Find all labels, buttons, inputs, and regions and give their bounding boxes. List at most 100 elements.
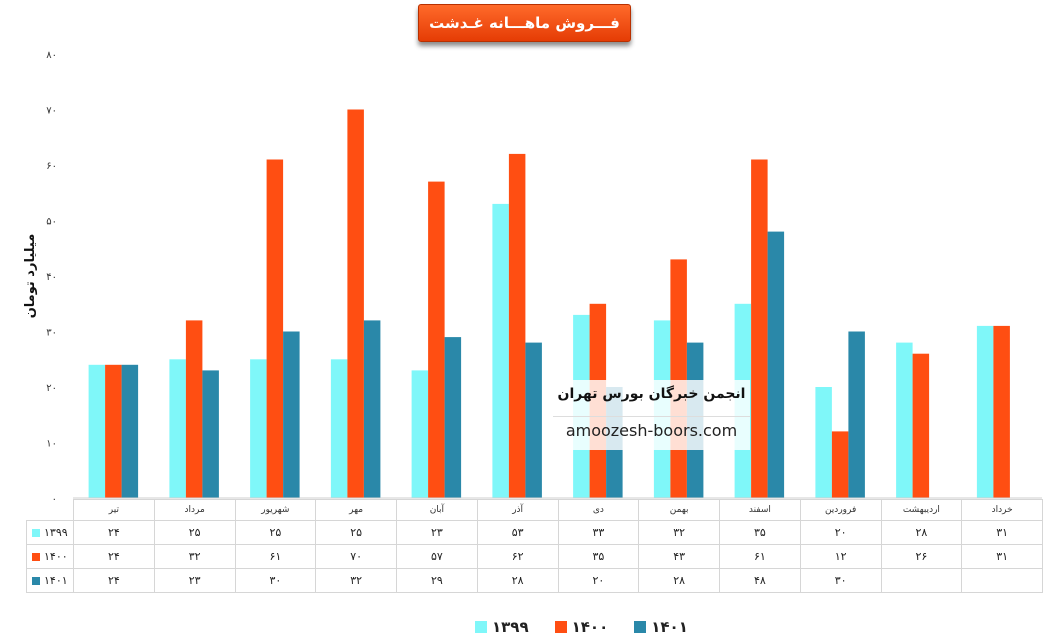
data-label: ۳۱ [961,520,1043,545]
data-label: ۲۸ [880,520,963,545]
bar [734,303,752,499]
x-tick-label: فروردین [799,499,882,521]
legend-item: ۱۴۰۰ [554,618,608,636]
bar [428,181,445,498]
data-label: ۳۲ [638,520,720,545]
bar [670,259,687,498]
data-label: ۶۲ [476,544,559,569]
data-label: ۴۸ [719,568,801,593]
bar [169,359,186,499]
legend-swatch [475,621,487,633]
table-row: ۱۴۰۱ ۲۴ ۲۳ ۳۰ ۳۲ ۲۹ ۲۸ ۲۰ ۲۸ ۴۸ ۳۰ [26,568,1043,593]
data-label: ۲۸ [476,568,559,593]
series-swatch [32,577,40,585]
bar [686,342,704,498]
bar [492,203,509,498]
data-label: ۳۰ [234,568,317,593]
data-label: ۲۵ [234,520,317,545]
legend-swatch [634,621,647,633]
data-label: ۷۰ [315,544,397,569]
data-label: ۳۱ [961,544,1043,569]
x-tick-label: شهریور [234,499,317,521]
table-row: ۱۴۰۰ ۲۴ ۳۲ ۶۱ ۷۰ ۵۷ ۶۲ ۳۵ ۴۳ ۶۱ ۱۲ ۲۶ ۳۱ [26,544,1043,569]
x-tick-label: اسفند [719,499,801,521]
bar [767,231,785,498]
series-row-header: ۱۴۰۰ [26,544,74,569]
data-label: ۲۴ [73,520,155,545]
x-tick-label: مرداد [153,499,236,521]
data-label: ۲۳ [153,568,236,593]
x-tick-label: اردیبهشت [880,499,963,521]
table-corner [26,499,74,521]
x-tick-label: آبان [396,499,478,521]
x-tick-label: خرداد [961,499,1043,521]
bar [653,320,671,498]
chart-title: فـــروش ماهـــانه غـدشت [418,4,631,42]
data-label: ۲۰ [557,568,640,593]
y-tick-label: ۷۰ [46,106,57,117]
bar [815,387,832,498]
series-swatch [32,529,40,537]
legend: ۱۳۹۹ ۱۴۰۰ ۱۴۰۱ [475,618,688,636]
data-label: ۳۳ [557,520,640,545]
bar [912,353,930,498]
y-tick-label: ۶۰ [46,161,57,172]
bar-chart: ۰ ۱۰ ۲۰ ۳۰ ۴۰ ۵۰ ۶۰ ۷۰ ۸۰ میلیارد تومان [23,50,1042,500]
bar [751,159,768,498]
y-tick-label: ۳۰ [46,328,57,339]
data-label: ۳۲ [315,568,397,593]
bar [363,320,381,498]
data-label: ۵۷ [396,544,478,569]
bar [508,153,526,498]
data-label: ۲۶ [880,544,963,569]
bar [88,364,106,498]
legend-swatch [554,621,567,633]
y-axis: ۰ ۱۰ ۲۰ ۳۰ ۴۰ ۵۰ ۶۰ ۷۰ ۸۰ [46,50,57,500]
series-row-header: ۱۴۰۱ [26,568,74,593]
bar [444,337,462,498]
bar [266,159,284,498]
y-axis-label: میلیارد تومان [23,234,38,319]
data-label: ۴۳ [638,544,720,569]
x-tick-label: آذر [476,499,559,521]
bar [121,364,139,498]
legend-item: ۱۴۰۱ [634,618,688,636]
data-table: تیر مرداد شهریور مهر آبان آذر دی بهمن اسفند فرورد… [26,499,1043,593]
y-tick-label: ۴۰ [46,272,57,283]
data-label [961,568,1043,593]
series-name: ۱۴۰۱ [44,574,68,587]
series-swatch [32,553,40,561]
data-label: ۲۵ [153,520,236,545]
data-label [880,568,963,593]
bar [330,359,348,499]
series-name: ۱۴۰۰ [44,550,68,563]
series-row-header: ۱۳۹۹ [26,520,74,545]
legend-item: ۱۳۹۹ [475,618,529,636]
data-label: ۱۲ [799,544,882,569]
data-label: ۵۳ [476,520,559,545]
y-tick-label: ۲۰ [46,383,57,394]
data-label: ۳۵ [557,544,640,569]
bar [606,387,623,498]
data-label: ۲۴ [73,544,155,569]
bars [88,109,1010,499]
bar [250,359,267,499]
x-tick-label: دی [557,499,640,521]
series-name: ۱۳۹۹ [44,526,68,539]
bar [976,325,994,498]
x-tick-label: مهر [315,499,397,521]
bar [105,364,122,498]
bar [283,331,300,498]
x-tick-label: تیر [73,499,155,521]
y-tick-label: ۱۰ [46,439,57,450]
bar [993,325,1010,498]
bar [848,331,865,498]
data-label: ۲۰ [799,520,882,545]
legend-label: ۱۳۹۹ [492,618,529,636]
data-label: ۶۱ [719,544,801,569]
data-label: ۲۵ [315,520,397,545]
bar [202,370,219,498]
bar [573,314,590,498]
bar [347,109,364,498]
y-tick-label: ۰ [52,494,57,500]
